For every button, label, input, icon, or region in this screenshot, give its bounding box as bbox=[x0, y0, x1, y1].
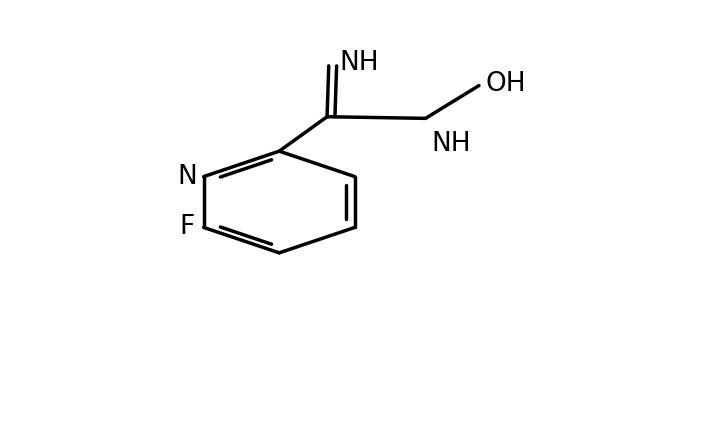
Text: NH: NH bbox=[431, 132, 470, 158]
Text: NH: NH bbox=[339, 49, 378, 75]
Text: F: F bbox=[179, 214, 195, 240]
Text: OH: OH bbox=[486, 71, 526, 97]
Text: N: N bbox=[177, 164, 197, 190]
